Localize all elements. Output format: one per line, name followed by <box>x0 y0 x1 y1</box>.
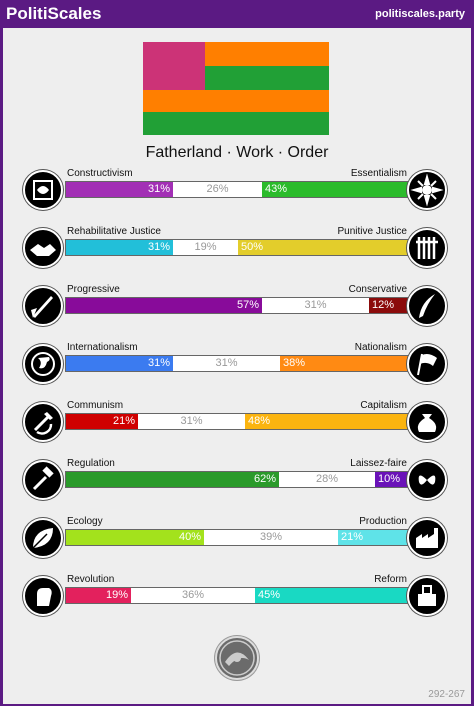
axis-row: Ecology Production 40% 39% 21% <box>3 516 471 564</box>
axis-row: Revolution Reform 19% 36% 45% <box>3 574 471 622</box>
gavel-icon <box>23 460 63 500</box>
axis-bar: 31% 26% 43% <box>65 181 411 198</box>
axis-right-label: Nationalism <box>354 342 407 353</box>
axis-left-label: Rehabilitative Justice <box>67 226 161 237</box>
version-label: 292-267 <box>428 689 465 700</box>
axis-bar: 31% 31% 38% <box>65 355 411 372</box>
axis-left-segment: 57% <box>66 298 262 313</box>
results-card: Fatherland · Work · Order Constructivism… <box>3 28 471 704</box>
flag-orange-stripe-1 <box>205 42 329 66</box>
axis-left-segment: 40% <box>66 530 204 545</box>
axis-right-label: Conservative <box>348 284 407 295</box>
handshake-icon <box>23 228 63 268</box>
flag-magenta-block <box>143 42 205 90</box>
rocket-icon <box>23 286 63 326</box>
axis-bar: 19% 36% 45% <box>65 587 411 604</box>
flag-green-stripe-1 <box>205 66 329 90</box>
axis-left-label: Revolution <box>67 574 115 585</box>
flag-motto: Fatherland · Work · Order <box>145 144 329 161</box>
flag-icon <box>407 344 447 384</box>
axis-center-segment: 31% <box>215 357 238 369</box>
axis-center-segment: 39% <box>259 531 283 543</box>
axis-right-segment: 12% <box>369 298 410 313</box>
axis-left-segment: 19% <box>66 588 131 603</box>
axis-left-segment: 21% <box>66 414 138 429</box>
axis-row: Regulation Laissez-faire 62% 28% 10% <box>3 458 471 506</box>
axis-left-segment: 31% <box>66 182 173 197</box>
header-bar: PolitiScales politiscales.party <box>0 0 474 28</box>
axis-right-segment: 38% <box>280 356 410 371</box>
axis-right-segment: 45% <box>255 588 410 603</box>
axis-left-label: Ecology <box>67 516 103 527</box>
axis-left-label: Constructivism <box>67 168 133 179</box>
axis-center-segment: 31% <box>180 415 203 427</box>
site-link[interactable]: politiscales.party <box>375 8 465 20</box>
hammer-sickle-icon <box>23 402 63 442</box>
axis-right-segment: 10% <box>375 472 410 487</box>
axis-right-segment: 50% <box>238 240 410 255</box>
brain-cage-icon <box>23 170 63 210</box>
quill-icon <box>407 286 447 326</box>
axis-right-label: Production <box>359 516 407 527</box>
bonus-badge-icon <box>215 636 259 680</box>
axis-right-label: Punitive Justice <box>337 226 407 237</box>
app-title: PolitiScales <box>6 4 102 23</box>
flag-green-stripe-2 <box>143 112 329 135</box>
axis-center-segment: 19% <box>194 241 217 253</box>
axis-right-label: Capitalism <box>360 400 407 411</box>
axis-right-label: Laissez-faire <box>350 458 407 469</box>
axis-bar: 31% 19% 50% <box>65 239 411 256</box>
axis-bar: 21% 31% 48% <box>65 413 411 430</box>
leaf-icon <box>23 518 63 558</box>
axis-left-segment: 31% <box>66 356 173 371</box>
axis-center-segment: 26% <box>206 183 229 195</box>
axis-right-segment: 21% <box>338 530 410 545</box>
axis-right-label: Reform <box>374 574 407 585</box>
sunflower-icon <box>407 170 447 210</box>
axis-center-segment: 36% <box>181 589 205 601</box>
axis-bar: 57% 31% 12% <box>65 297 411 314</box>
factory-icon <box>407 518 447 558</box>
axis-left-segment: 31% <box>66 240 173 255</box>
ballot-icon <box>407 576 447 616</box>
axis-center-segment: 28% <box>315 473 339 485</box>
axis-row: Communism Capitalism 21% 31% 48% <box>3 400 471 448</box>
axis-right-segment: 48% <box>245 414 410 429</box>
prison-bars-icon <box>407 228 447 268</box>
flag-orange-stripe-2 <box>143 90 329 112</box>
flag <box>143 42 329 135</box>
axis-left-label: Communism <box>67 400 124 411</box>
axis-left-label: Regulation <box>67 458 115 469</box>
axis-row: Internationalism Nationalism 31% 31% 38% <box>3 342 471 390</box>
axis-left-label: Internationalism <box>67 342 138 353</box>
axis-row: Rehabilitative Justice Punitive Justice 31… <box>3 226 471 274</box>
axis-bar: 62% 28% 10% <box>65 471 411 488</box>
axis-right-label: Essentialism <box>350 168 407 179</box>
axis-left-label: Progressive <box>67 284 120 295</box>
axis-left-segment: 62% <box>66 472 279 487</box>
axis-center-segment: 31% <box>304 299 327 311</box>
axis-bar: 40% 39% 21% <box>65 529 411 546</box>
axis-row: Constructivism Essentialism 31% 26% 43% <box>3 168 471 216</box>
axis-row: Progressive Conservative 57% 31% 12% <box>3 284 471 332</box>
fist-icon <box>23 576 63 616</box>
money-bag-icon <box>407 402 447 442</box>
globe-icon <box>23 344 63 384</box>
butterflies-icon <box>407 460 447 500</box>
axis-right-segment: 43% <box>262 182 410 197</box>
